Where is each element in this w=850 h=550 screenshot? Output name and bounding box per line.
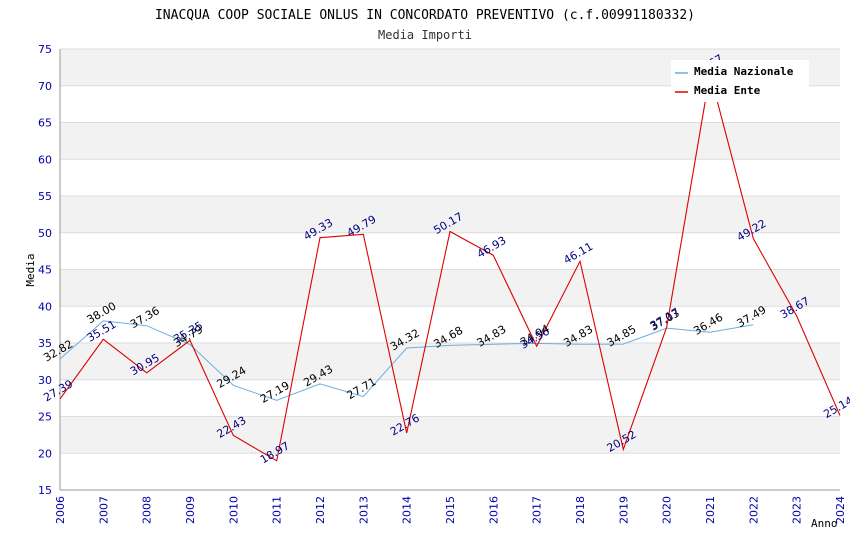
data-label-media-ente: 46.93 (475, 234, 509, 261)
x-tick-label: 2019 (617, 496, 630, 524)
x-tick-label: 2017 (531, 496, 544, 524)
data-label-media-nazionale: 37.36 (128, 304, 162, 331)
x-tick-label: 2008 (141, 496, 154, 524)
y-tick-label: 50 (38, 227, 52, 240)
x-tick-label: 2013 (357, 496, 370, 524)
grid-band (60, 196, 840, 233)
legend-label-media-ente: Media Ente (694, 84, 761, 97)
data-label-media-ente: 46.11 (561, 240, 595, 267)
x-tick-label: 2007 (97, 496, 110, 524)
x-tick-label: 2009 (184, 496, 197, 524)
y-tick-label: 75 (38, 43, 52, 56)
grid-band (60, 269, 840, 307)
y-tick-label: 30 (38, 374, 52, 387)
data-label-media-nazionale: 37.49 (735, 303, 769, 330)
y-tick-label: 15 (38, 484, 52, 497)
data-label-media-nazionale: 36.46 (691, 311, 725, 338)
grid-band (60, 343, 840, 380)
y-tick-label: 70 (38, 80, 52, 93)
x-tick-label: 2015 (444, 496, 457, 524)
x-axis-label: Anno (811, 517, 838, 530)
x-tick-label: 2012 (314, 496, 327, 524)
y-tick-label: 60 (38, 153, 52, 166)
x-tick-label: 2024 (834, 496, 847, 524)
y-axis-label: Media (24, 253, 37, 286)
x-tick-label: 2018 (574, 496, 587, 524)
data-label-media-nazionale: 27.19 (258, 379, 292, 406)
x-tick-label: 2014 (401, 496, 414, 524)
y-tick-label: 20 (38, 447, 52, 460)
legend-label-media-nazionale: Media Nazionale (694, 65, 794, 78)
y-tick-label: 65 (38, 117, 52, 130)
x-tick-label: 2022 (747, 496, 760, 524)
legend: Media Nazionale Media Ente (671, 60, 809, 102)
x-tick-label: 2021 (704, 496, 717, 524)
y-tick-label: 35 (38, 337, 52, 350)
background-bands (60, 49, 840, 454)
series-line-media-nazionale (59, 320, 754, 401)
x-tick-label: 2006 (54, 496, 67, 524)
y-tick-label: 40 (38, 300, 52, 313)
y-tick-label: 45 (38, 264, 52, 277)
x-tick-label: 2011 (271, 496, 284, 524)
y-tick-label: 55 (38, 190, 52, 203)
chart-title: INACQUA COOP SOCIALE ONLUS IN CONCORDATO… (155, 8, 695, 23)
legend-box (671, 60, 809, 102)
chart-subtitle: Media Importi (378, 28, 472, 42)
grid-band (60, 122, 840, 160)
x-tick-label: 2020 (661, 496, 674, 524)
x-tick-label: 2010 (227, 496, 240, 524)
x-tick-label: 2023 (791, 496, 804, 524)
y-tick-label: 25 (38, 411, 52, 424)
grid-band (60, 416, 840, 454)
x-tick-label: 2016 (487, 496, 500, 524)
axes: 15 20 25 30 35 40 45 50 55 60 65 70 75 2006 2007 2008 20… (38, 43, 847, 524)
